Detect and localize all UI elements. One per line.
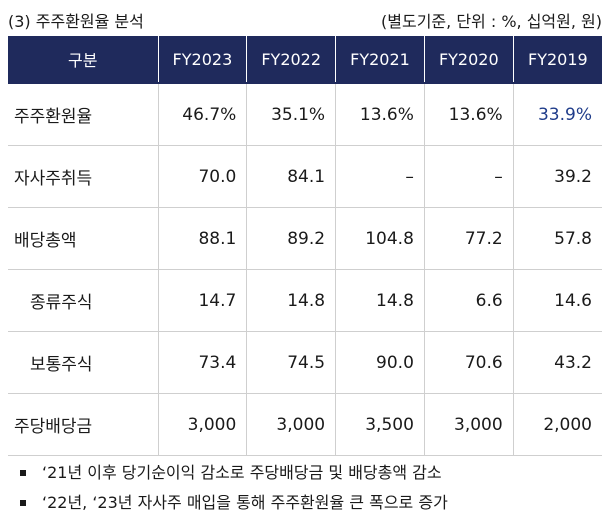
table-row: 배당총액 88.1 89.2 104.8 77.2 57.8 — [8, 207, 602, 270]
row-label: 보통주식 — [8, 331, 158, 394]
table-cell: 57.8 — [512, 207, 602, 270]
row-label: 주당배당금 — [8, 393, 158, 456]
note-text: ‘21년 이후 당기순이익 감소로 주당배당금 및 배당총액 감소 — [42, 463, 442, 482]
header-category: 구분 — [8, 36, 158, 83]
table-cell: 89.2 — [246, 207, 336, 270]
row-label: 주주환원율 — [8, 82, 158, 146]
row-label: 배당총액 — [8, 207, 158, 270]
table-cell: 33.9% — [512, 82, 602, 146]
table-cell: 90.0 — [335, 331, 425, 394]
table-cell: 35.1% — [246, 82, 336, 146]
header-row: 구분 FY2023 FY2022 FY2021 FY2020 FY2019 — [8, 36, 602, 83]
note-text: ‘22년, ‘23년 자사주 매입을 통해 주주환원율 큰 폭으로 증가 — [42, 493, 448, 512]
table-cell: 3,000 — [423, 393, 514, 456]
square-bullet-icon — [20, 470, 26, 476]
table-cell: – — [335, 145, 425, 208]
table-cell: – — [423, 145, 514, 208]
header-fy2020: FY2020 — [423, 36, 514, 83]
table-cell: 13.6% — [335, 82, 425, 146]
notes-list: ‘21년 이후 당기순이익 감소로 주당배당금 및 배당총액 감소 ‘22년, … — [20, 462, 448, 522]
header-fy2022: FY2022 — [246, 36, 336, 83]
table-cell: 77.2 — [423, 207, 514, 270]
table-cell: 3,000 — [157, 393, 247, 456]
header-fy2019: FY2019 — [512, 36, 602, 83]
table-cell: 39.2 — [512, 145, 602, 208]
table-row: 종류주식 14.7 14.8 14.8 6.6 14.6 — [8, 269, 602, 332]
table-row: 보통주식 73.4 74.5 90.0 70.6 43.2 — [8, 331, 602, 394]
square-bullet-icon — [20, 500, 26, 506]
table-cell: 3,500 — [335, 393, 425, 456]
header-fy2023: FY2023 — [157, 36, 247, 83]
unit-note: (별도기준, 단위 : %, 십억원, 원) — [381, 12, 602, 31]
section-title: (3) 주주환원율 분석 — [8, 12, 144, 31]
table-row: 자사주취득 70.0 84.1 – – 39.2 — [8, 145, 602, 208]
list-item: ‘21년 이후 당기순이익 감소로 주당배당금 및 배당총액 감소 — [20, 462, 448, 492]
row-label: 자사주취득 — [8, 145, 158, 208]
table-cell: 6.6 — [423, 269, 514, 332]
table-cell: 13.6% — [423, 82, 514, 146]
table-cell: 3,000 — [246, 393, 336, 456]
table-cell: 14.6 — [512, 269, 602, 332]
row-label: 종류주식 — [8, 269, 158, 332]
table-row: 주당배당금 3,000 3,000 3,500 3,000 2,000 — [8, 393, 602, 456]
header-fy2021: FY2021 — [335, 36, 425, 83]
table-cell: 14.7 — [157, 269, 247, 332]
table-cell: 73.4 — [157, 331, 247, 394]
table-cell: 84.1 — [246, 145, 336, 208]
table-cell: 14.8 — [246, 269, 336, 332]
table-cell: 88.1 — [157, 207, 247, 270]
table-cell: 74.5 — [246, 331, 336, 394]
table-cell: 70.0 — [157, 145, 247, 208]
table-cell: 46.7% — [157, 82, 247, 146]
table-cell: 2,000 — [512, 393, 602, 456]
shareholder-return-table: 구분 FY2023 FY2022 FY2021 FY2020 FY2019 주주… — [8, 36, 602, 456]
table-caption: (3) 주주환원율 분석 (별도기준, 단위 : %, 십억원, 원) — [8, 6, 602, 32]
table-cell: 104.8 — [335, 207, 425, 270]
table-row: 주주환원율 46.7% 35.1% 13.6% 13.6% 33.9% — [8, 82, 602, 146]
table-cell: 14.8 — [335, 269, 425, 332]
table-cell: 43.2 — [512, 331, 602, 394]
table-cell: 70.6 — [423, 331, 514, 394]
list-item: ‘22년, ‘23년 자사주 매입을 통해 주주환원율 큰 폭으로 증가 — [20, 492, 448, 522]
